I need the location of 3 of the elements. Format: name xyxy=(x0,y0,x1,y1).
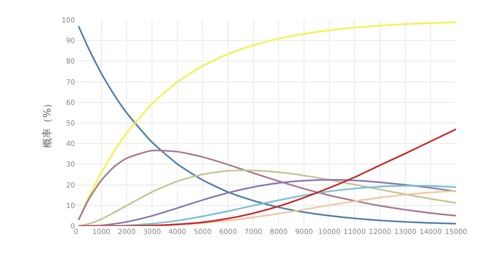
line-series xyxy=(78,150,456,221)
line-series xyxy=(78,128,456,226)
y-axis-title: 概率（%） xyxy=(42,98,54,148)
